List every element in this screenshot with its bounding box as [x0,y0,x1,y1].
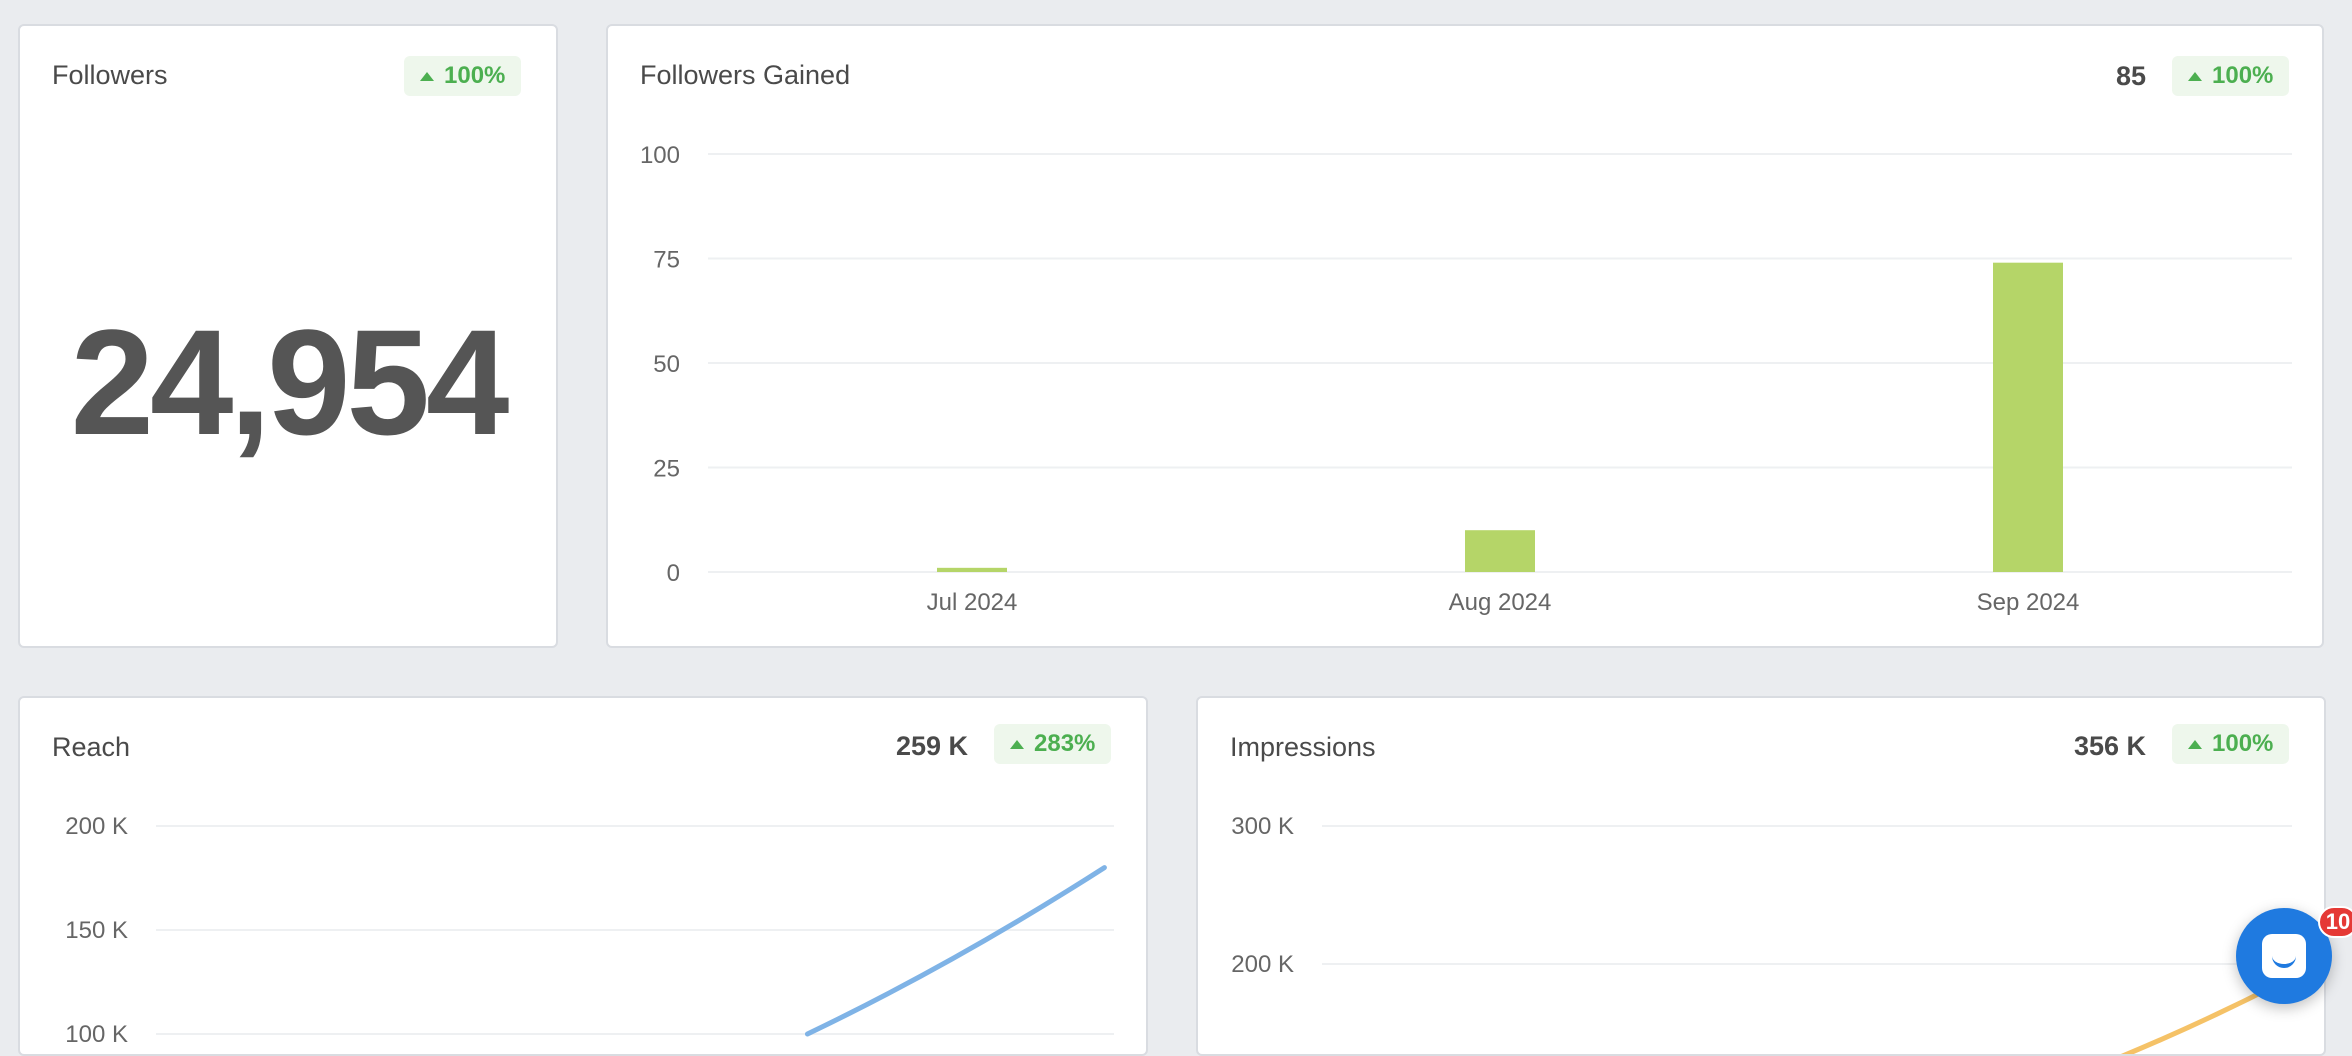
arrow-up-icon [2188,71,2202,81]
followers-gained-card: Followers Gained 85 100% 0 25 50 75 100 Jul 2… [606,24,2324,648]
followers-card: Followers 100% 24,954 [18,24,558,648]
x-tick-label: Aug 2024 [1449,589,1552,616]
change-badge: 100% [2172,56,2290,96]
change-value: 100% [444,62,506,89]
y-tick-label: 50 [653,351,680,378]
chat-icon [2262,934,2306,978]
bar [1993,262,2063,572]
x-tick-label: Sep 2024 [1977,589,2080,616]
bar [1465,530,1535,572]
chat-launcher-button[interactable] [2236,908,2332,1004]
change-badge: 100% [2172,724,2290,764]
y-tick-label: 200 K [1231,951,1294,978]
change-badge: 283% [994,724,1112,764]
notification-badge: 10 [2318,906,2352,938]
card-title: Impressions [1230,732,1376,762]
y-tick-label: 300 K [1231,813,1294,840]
y-tick-label: 75 [653,247,680,274]
followers-total: 24,954 [70,298,510,466]
y-tick-label: 200 K [65,813,128,840]
followers-gained-chart: 0 25 50 75 100 Jul 2024 Aug 2024 Sep 2024 [640,142,2292,616]
arrow-up-icon [2188,739,2202,749]
y-tick-label: 150 K [65,917,128,944]
kpi-value: 259 K [896,731,969,761]
y-tick-label: 100 [640,142,680,169]
impressions-chart: 300 K 200 K [1231,813,2292,1054]
kpi-value: 356 K [2074,731,2147,761]
change-value: 100% [2212,62,2274,89]
change-value: 100% [2212,730,2274,757]
x-tick-label: Jul 2024 [927,589,1018,616]
series-line [804,865,1107,1037]
arrow-up-icon [1010,739,1024,749]
y-tick-label: 25 [653,456,680,483]
card-title: Reach [52,732,131,762]
change-value: 283% [1034,730,1096,757]
change-badge: 100% [404,56,522,96]
reach-card: Reach 259 K 283% 200 K 150 K 100 K [18,696,1148,1056]
y-tick-label: 0 [667,560,680,587]
bar [937,567,1007,572]
series-line [2120,979,2285,1054]
card-title: Followers [52,60,168,90]
card-title: Followers Gained [640,60,851,90]
impressions-card: Impressions 356 K 100% 300 K 200 K [1196,696,2326,1056]
kpi-value: 85 [2116,61,2147,91]
arrow-up-icon [420,71,434,81]
